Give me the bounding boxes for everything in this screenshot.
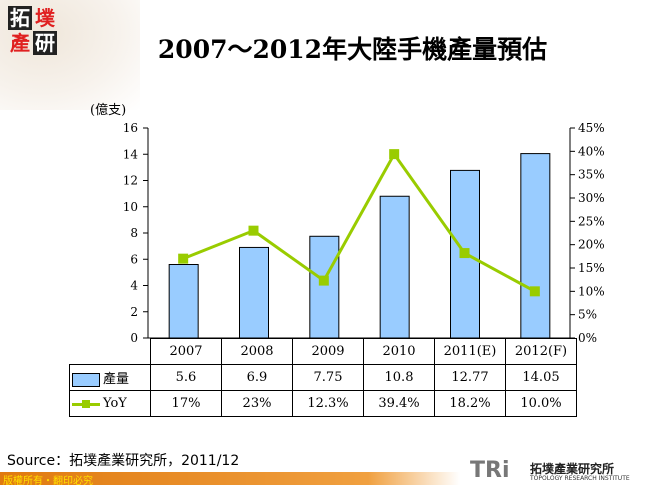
data-cell: 12.77	[434, 364, 506, 391]
y-left-tick-label: 2	[130, 305, 138, 319]
y-left-tick-label: 6	[130, 252, 138, 266]
data-cell: 12.3%	[292, 390, 364, 417]
yoy-line	[182, 151, 536, 293]
y-left-tick-label: 0	[130, 331, 138, 345]
bar-2007	[168, 264, 199, 339]
y-right-tick-label: 10%	[578, 284, 605, 298]
y-left-tick-label: 14	[123, 147, 139, 161]
yoy-point-2009	[318, 275, 329, 286]
category-label: 2009	[292, 338, 364, 365]
bar-swatch-icon	[72, 372, 100, 387]
table-header-row: 2007 2008 2009 2010 2011(E) 2012(F)	[69, 338, 577, 365]
source-note: Source：拓墣產業研究所，2011/12	[7, 453, 240, 469]
brand-cn: 拓墣產業研究所	[530, 462, 615, 476]
data-cell: 18.2%	[434, 390, 506, 417]
data-cell: 17%	[150, 390, 222, 417]
data-cell: 5.6	[150, 364, 222, 391]
y-right-tick-label: 20%	[578, 238, 605, 252]
y-left-tick-label: 12	[123, 174, 138, 188]
footer-bar: 版權所有・翻印必究	[0, 472, 460, 487]
y-left-tick-label: 10	[123, 200, 138, 214]
data-cell: 39.4%	[363, 390, 435, 417]
legend-yoy: YoY	[69, 390, 151, 417]
logo-char: 產	[10, 31, 30, 55]
category-label: 2007	[150, 338, 222, 365]
line-swatch-icon	[72, 398, 100, 410]
page-title: 2007～2012年大陸手機產量預估	[157, 35, 548, 64]
category-label: 2012(F)	[505, 338, 577, 365]
y-right-tick-label: 25%	[578, 214, 605, 228]
copyright-text: 版權所有・翻印必究	[3, 476, 93, 487]
yoy-point-2011(E)	[459, 248, 470, 259]
table-row-yoy: YoY 17% 23% 12.3% 39.4% 18.2% 10.0%	[69, 390, 577, 417]
y-right-tick-label: 30%	[578, 191, 605, 205]
data-cell: 23%	[221, 390, 293, 417]
category-label: 2008	[221, 338, 293, 365]
data-table: 2007 2008 2009 2010 2011(E) 2012(F) 產量 5…	[69, 338, 577, 417]
tri-logo: 拓 墣 產 研	[8, 6, 58, 55]
y-right-tick-label: 15%	[578, 261, 605, 275]
yoy-point-2008	[248, 225, 259, 236]
bar-2010	[379, 195, 410, 339]
brand-en: TOPOLOGY RESEARCH INSTITUTE	[530, 475, 630, 482]
legend-label: YoY	[103, 396, 127, 411]
logo-char: 研	[33, 31, 57, 55]
category-label: 2010	[363, 338, 435, 365]
yoy-point-2010	[389, 149, 400, 160]
y-right-tick-label: 45%	[578, 121, 605, 135]
data-cell: 10.8	[363, 364, 435, 391]
empty-cell	[69, 338, 151, 365]
bar-2012(F)	[520, 153, 551, 339]
data-cell: 14.05	[505, 364, 577, 391]
data-cell: 6.9	[221, 364, 293, 391]
y-right-tick-label: 40%	[578, 144, 605, 158]
tri-brand-logo: TRi	[470, 458, 510, 483]
y-right-tick-label: 5%	[578, 308, 597, 322]
y-left-tick-label: 8	[130, 226, 138, 240]
y-left-tick-label: 4	[130, 279, 138, 293]
yoy-point-2007	[178, 253, 189, 264]
y-left-tick-label: 16	[123, 121, 138, 135]
data-cell: 10.0%	[505, 390, 577, 417]
legend-production: 產量	[69, 364, 151, 391]
legend-label: 產量	[103, 372, 130, 387]
bar-2009	[309, 235, 340, 339]
yoy-point-2012(F)	[529, 286, 540, 297]
logo-char: 墣	[35, 6, 55, 30]
logo-char: 拓	[8, 6, 32, 30]
bar-2008	[239, 246, 269, 339]
category-label: 2011(E)	[434, 338, 506, 365]
y-right-tick-label: 0%	[578, 331, 597, 345]
y-left-axis-label: (億支)	[90, 103, 127, 118]
table-row-production: 產量 5.6 6.9 7.75 10.8 12.77 14.05	[69, 364, 577, 391]
data-cell: 7.75	[292, 364, 364, 391]
y-right-tick-label: 35%	[578, 168, 605, 182]
